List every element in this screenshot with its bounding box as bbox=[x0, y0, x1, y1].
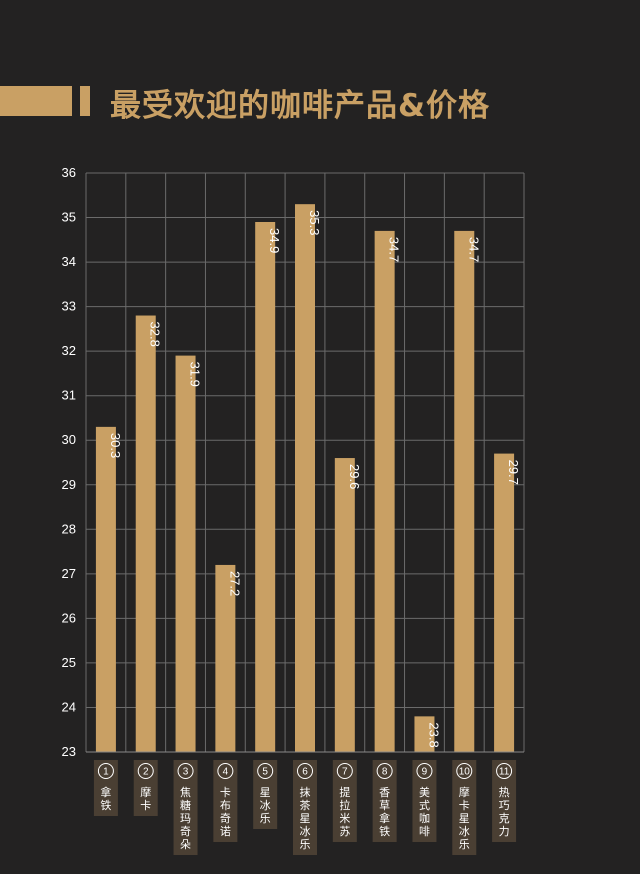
category-label-box bbox=[452, 760, 477, 855]
category-number-badge bbox=[177, 763, 194, 779]
title-accent-mark bbox=[80, 86, 90, 116]
y-tick-label: 33 bbox=[62, 299, 76, 314]
bar bbox=[334, 458, 355, 752]
value-label: 23.8 bbox=[426, 722, 441, 747]
category-number-badge bbox=[456, 763, 473, 779]
bar bbox=[175, 355, 196, 752]
y-tick-label: 35 bbox=[62, 210, 76, 225]
category-number: 4 bbox=[223, 767, 229, 778]
value-label: 34.7 bbox=[387, 237, 402, 262]
value-label: 31.9 bbox=[188, 362, 203, 387]
value-label: 34.7 bbox=[466, 237, 481, 262]
category-label: 提拉米苏 bbox=[339, 786, 350, 838]
category-label: 美式咖啡 bbox=[419, 786, 430, 838]
category-label-box bbox=[213, 760, 238, 842]
value-label: 35.3 bbox=[307, 210, 322, 235]
category-number: 2 bbox=[143, 767, 149, 778]
bar bbox=[215, 564, 236, 752]
value-label: 34.9 bbox=[267, 228, 282, 253]
category-label: 摩卡星冰乐 bbox=[459, 785, 470, 851]
category-label-box bbox=[93, 760, 118, 816]
y-tick-label: 27 bbox=[62, 566, 76, 581]
title-accent-bar bbox=[0, 86, 72, 116]
y-tick-label: 30 bbox=[62, 432, 76, 447]
bar bbox=[255, 221, 276, 752]
category-number: 10 bbox=[459, 767, 471, 778]
y-tick-label: 36 bbox=[62, 165, 76, 180]
category-number: 7 bbox=[342, 767, 348, 778]
y-tick-label: 28 bbox=[62, 521, 76, 536]
category-label-box bbox=[253, 760, 278, 829]
category-number: 9 bbox=[422, 767, 428, 778]
category-number: 1 bbox=[103, 767, 109, 778]
value-label: 32.8 bbox=[148, 322, 163, 347]
y-tick-label: 29 bbox=[62, 477, 76, 492]
y-tick-label: 31 bbox=[62, 388, 76, 403]
category-label-box bbox=[293, 760, 317, 855]
category-label-box bbox=[173, 760, 198, 855]
bar bbox=[374, 230, 395, 752]
value-label: 29.7 bbox=[506, 460, 521, 485]
value-label: 30.3 bbox=[108, 433, 123, 458]
bar bbox=[494, 453, 515, 752]
category-label: 拿铁 bbox=[100, 785, 111, 812]
category-number-badge bbox=[97, 763, 114, 779]
bar bbox=[295, 204, 315, 752]
bar bbox=[135, 315, 156, 752]
category-label-box bbox=[372, 760, 397, 842]
y-tick-label: 25 bbox=[62, 655, 76, 670]
category-number: 8 bbox=[382, 767, 388, 778]
category-label-box bbox=[133, 760, 158, 816]
y-tick-label: 32 bbox=[62, 343, 76, 358]
category-number-badge bbox=[217, 763, 234, 779]
category-number-badge bbox=[137, 763, 154, 779]
category-number-badge bbox=[297, 763, 313, 779]
category-label-box bbox=[332, 760, 357, 842]
category-number: 11 bbox=[499, 767, 510, 778]
y-tick-label: 24 bbox=[62, 699, 76, 714]
bar bbox=[414, 716, 435, 752]
y-tick-label: 34 bbox=[62, 254, 76, 269]
category-number-badge bbox=[496, 763, 513, 779]
category-number-badge bbox=[257, 763, 274, 779]
category-number: 5 bbox=[262, 767, 268, 778]
chart-title: 最受欢迎的咖啡产品&价格 bbox=[110, 88, 491, 124]
bar bbox=[454, 230, 475, 752]
category-label: 香草拿铁 bbox=[379, 786, 390, 838]
category-label: 摩卡 bbox=[140, 785, 151, 812]
category-label-box bbox=[492, 760, 517, 842]
value-label: 29.6 bbox=[347, 464, 362, 489]
category-number-badge bbox=[376, 763, 393, 779]
category-label: 卡布奇诺 bbox=[220, 786, 231, 838]
category-label: 抹茶星冰乐 bbox=[300, 786, 311, 851]
category-label-box bbox=[412, 760, 437, 842]
category-number: 6 bbox=[302, 767, 308, 778]
category-label: 焦糖玛奇朵 bbox=[180, 786, 191, 851]
category-number: 3 bbox=[183, 767, 189, 778]
category-label: 热巧克力 bbox=[499, 786, 510, 838]
y-tick-label: 26 bbox=[62, 610, 76, 625]
category-number-badge bbox=[416, 763, 433, 779]
category-label: 星冰乐 bbox=[260, 786, 271, 825]
y-tick-label: 23 bbox=[62, 744, 76, 759]
value-label: 27.2 bbox=[227, 571, 242, 596]
category-number-badge bbox=[336, 763, 353, 779]
bar bbox=[95, 426, 116, 752]
